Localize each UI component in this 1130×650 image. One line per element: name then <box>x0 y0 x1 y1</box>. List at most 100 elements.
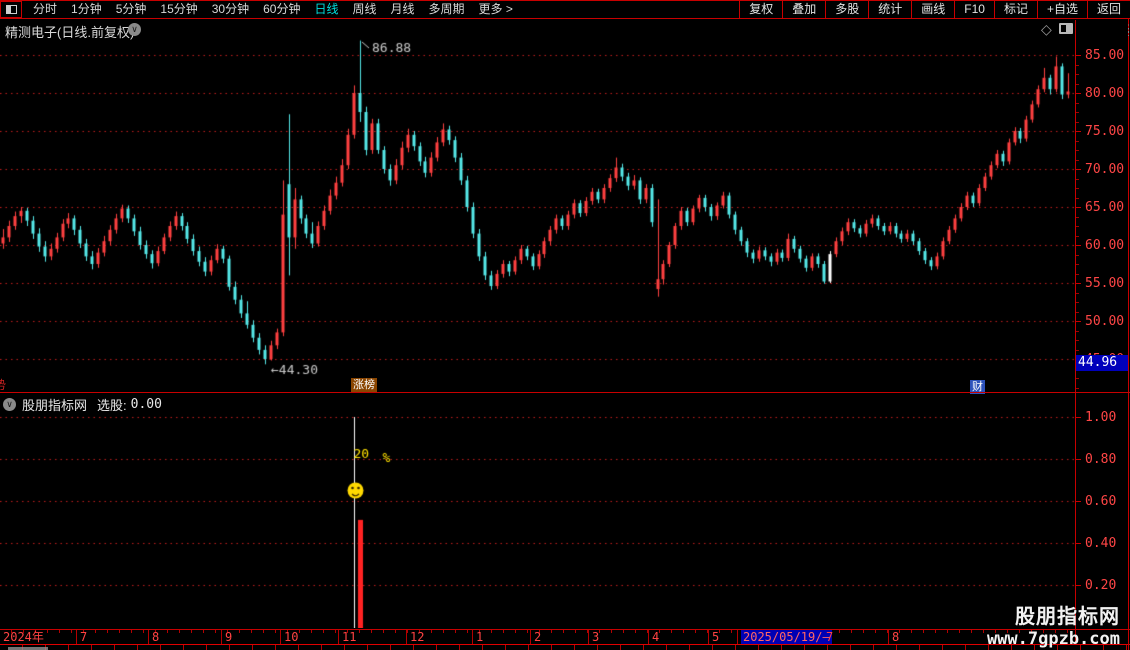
split-window-icon <box>5 5 17 14</box>
tools-menu: 复权 叠加 多股 统计 画线 F10 标记 +自选 返回 <box>739 1 1130 18</box>
indicator-tick-mark <box>1076 417 1081 418</box>
indicator-tick-mark <box>1076 543 1081 544</box>
time-axis-divider <box>888 630 889 644</box>
menu-period-item-8[interactable]: 月线 <box>390 2 415 16</box>
time-axis-label-4: 10 <box>284 630 299 644</box>
price-minor-tick <box>1076 264 1079 265</box>
time-axis-divider <box>737 630 738 644</box>
time-axis: 2024年 7 8 9 10 11 12 1 2 3 4 5 2025/05/19/— 7 8 <box>0 630 1130 644</box>
chevron-down-icon[interactable]: ∨ <box>3 397 16 411</box>
time-axis-divider <box>148 630 149 644</box>
price-tick-mark <box>1076 283 1081 284</box>
axis-divider-line <box>1075 20 1076 644</box>
price-tick-label-7: 50.00 <box>1085 314 1125 329</box>
rise-list-badge[interactable]: 涨榜 <box>351 378 377 392</box>
price-minor-tick <box>1076 64 1079 66</box>
price-minor-tick <box>1076 121 1079 123</box>
separator-line <box>0 644 1130 645</box>
menu-tool-item-3[interactable]: 统计 <box>868 1 911 18</box>
price-minor-tick <box>1076 150 1079 151</box>
price-minor-tick <box>1076 159 1079 161</box>
indicator-header: ∨ 股朋指标网 选股: 0.00 <box>0 395 162 413</box>
layout-switch-button[interactable] <box>0 1 22 18</box>
time-axis-selected-date: 2025/05/19/— <box>741 630 832 644</box>
menu-period-item-7[interactable]: 周线 <box>352 2 377 16</box>
main-candlestick-chart[interactable] <box>0 38 1075 392</box>
indicator-param-value: 0.00 <box>130 396 162 412</box>
indicator-tick-label-1: 0.80 <box>1085 452 1117 467</box>
price-minor-tick <box>1076 102 1079 104</box>
time-axis-divider <box>708 630 709 644</box>
indicator-tick-label-3: 0.40 <box>1085 536 1117 551</box>
finance-badge[interactable]: 财 <box>970 380 985 394</box>
time-axis-label-11: 5 <box>712 630 720 644</box>
chart-title-bar: 精测电子(日线.前复权) ∨ ◇ ⋮ ⋮ <box>0 20 1130 40</box>
indicator-chart[interactable] <box>0 415 1075 628</box>
price-minor-tick <box>1076 311 1079 313</box>
indicator-name[interactable]: 股朋指标网 <box>22 397 88 413</box>
price-minor-tick <box>1076 330 1079 332</box>
price-minor-tick <box>1076 112 1079 113</box>
price-minor-tick <box>1076 188 1079 189</box>
time-axis-label-9: 3 <box>592 630 600 644</box>
menu-tool-item-5[interactable]: F10 <box>954 1 994 18</box>
price-minor-tick <box>1076 387 1079 389</box>
price-tick-label-0: 85.00 <box>1085 48 1125 63</box>
indicator-tick-mark <box>1076 585 1081 586</box>
chart-title: 精测电子(日线.前复权) <box>5 25 135 40</box>
time-axis-label-3: 9 <box>225 630 233 644</box>
price-tick-mark <box>1076 131 1081 132</box>
indicator-param-label: 选股: <box>97 397 127 413</box>
price-minor-tick <box>1076 83 1079 85</box>
price-minor-tick <box>1076 216 1079 218</box>
price-tick-mark <box>1076 169 1081 170</box>
menu-tool-item-1[interactable]: 叠加 <box>782 1 825 18</box>
menu-tool-item-6[interactable]: 标记 <box>993 1 1037 18</box>
window-right-border <box>1128 0 1129 650</box>
menu-period-item-5[interactable]: 60分钟 <box>263 2 301 16</box>
indicator-tick-mark <box>1076 459 1081 460</box>
watermark-site-name: 股朋指标网 <box>1015 606 1120 628</box>
time-axis-divider <box>338 630 339 644</box>
menu-period-item-2[interactable]: 5分钟 <box>115 2 147 16</box>
split-pane-icon[interactable] <box>1059 23 1073 34</box>
time-axis-divider <box>76 630 77 644</box>
price-tick-label-1: 80.00 <box>1085 86 1125 101</box>
menu-period-item-3[interactable]: 15分钟 <box>160 2 198 16</box>
time-axis-label-10: 4 <box>652 630 660 644</box>
price-tick-label-4: 65.00 <box>1085 200 1125 215</box>
price-minor-tick <box>1076 349 1079 351</box>
diamond-icon[interactable]: ◇ <box>1041 21 1052 37</box>
time-axis-divider <box>648 630 649 644</box>
time-axis-label-5: 11 <box>342 630 357 644</box>
menu-period-item-10[interactable]: 更多 > <box>478 2 513 16</box>
price-tick-label-2: 75.00 <box>1085 124 1125 139</box>
menu-period-item-6[interactable]: 日线 <box>314 2 339 16</box>
menu-tool-item-7[interactable]: +自选 <box>1036 1 1087 18</box>
period-menu: 分时 1分钟 5分钟 15分钟 30分钟 60分钟 日线 周线 月线 多周期 更多 > <box>26 1 520 18</box>
price-minor-tick <box>1076 140 1079 142</box>
time-axis-label-13: 7 <box>826 630 834 644</box>
menu-period-item-4[interactable]: 30分钟 <box>211 2 250 16</box>
menu-tool-item-8[interactable]: 返回 <box>1086 1 1130 18</box>
menu-tool-item-0[interactable]: 复权 <box>739 1 782 18</box>
menu-period-item-0[interactable]: 分时 <box>33 2 58 16</box>
indicator-tick-label-0: 1.00 <box>1085 410 1117 425</box>
time-axis-divider <box>588 630 589 644</box>
scrollbar-dots-icon: ⋮ ⋮ <box>1124 23 1130 37</box>
menu-period-item-9[interactable]: 多周期 <box>428 2 465 16</box>
price-minor-tick <box>1076 235 1079 237</box>
indicator-tick-label-2: 0.60 <box>1085 494 1117 509</box>
price-minor-tick <box>1076 292 1079 294</box>
menu-period-item-1[interactable]: 1分钟 <box>71 2 102 16</box>
time-axis-divider <box>221 630 222 644</box>
chevron-down-icon[interactable]: ∨ <box>128 23 141 36</box>
menu-tool-item-2[interactable]: 多股 <box>825 1 868 18</box>
time-axis-label-6: 12 <box>410 630 425 644</box>
time-axis-label-0: 2024年 <box>3 630 44 644</box>
watermark: 股朋指标网 www.7gpzb.com <box>987 600 1120 649</box>
price-tick-mark <box>1076 245 1081 246</box>
time-axis-label-1: 7 <box>80 630 88 644</box>
separator-line <box>0 629 1130 630</box>
menu-tool-item-4[interactable]: 画线 <box>911 1 954 18</box>
